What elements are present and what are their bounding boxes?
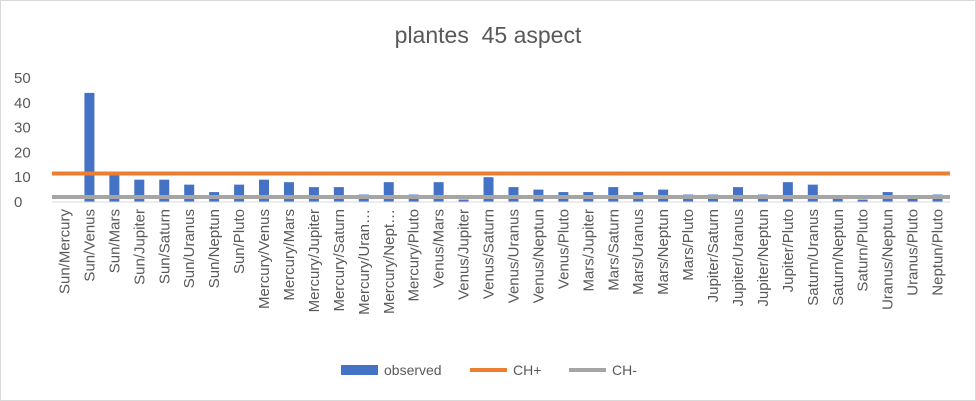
bar (608, 187, 619, 202)
legend-swatch-ch-minus (569, 368, 606, 372)
bar (383, 182, 394, 202)
x-tick-label: Mercury/Saturn (331, 209, 348, 312)
bar (259, 179, 270, 202)
x-tick-label: Uranus/Neptun (880, 209, 897, 310)
x-tick-label: Sun/Venus (81, 209, 98, 282)
bar (832, 197, 843, 202)
x-tick-label: Sun/Mercury (56, 209, 73, 295)
legend-label-observed: observed (384, 362, 442, 378)
x-tick-label: Mercury/Pluto (406, 209, 423, 302)
bar (184, 184, 195, 202)
y-tick-label: 20 (14, 144, 31, 161)
x-tick-label: Sun/Uranus (181, 209, 198, 288)
x-tick-label: Sun/Pluto (231, 209, 248, 274)
legend-swatch-observed (341, 365, 378, 375)
bar (283, 182, 294, 202)
bar (732, 187, 743, 202)
x-tick-label: Mars/Pluto (680, 209, 697, 281)
x-tick-label: Venus/Jupiter (456, 209, 473, 300)
bar (84, 92, 95, 202)
chart-title: plantes 45 aspect (394, 22, 582, 48)
x-tick-label: Saturn/Uranus (805, 209, 822, 306)
x-tick-label: Sun/Neptun (206, 209, 223, 288)
x-tick-label: Saturn/Neptun (830, 209, 847, 306)
x-tick-label: Neptun/Pluto (930, 209, 947, 296)
bar (907, 197, 918, 202)
x-tick-label: Venus/Neptun (530, 209, 547, 303)
legend-item-observed: observed (341, 360, 442, 380)
x-tick-label: Jupiter/Saturn (705, 209, 722, 302)
y-tick-label: 40 (14, 95, 31, 112)
y-tick-label: 30 (14, 120, 31, 137)
bar (109, 174, 120, 202)
legend-label-ch-minus: CH- (612, 362, 637, 378)
y-tick-label: 0 (14, 194, 22, 211)
legend-swatch-ch-plus (470, 368, 507, 372)
x-tick-label: Jupiter/Uranus (730, 209, 747, 307)
legend: observed CH+ CH- (0, 360, 976, 380)
legend-item-ch-plus: CH+ (470, 360, 541, 380)
x-tick-label: Jupiter/Neptun (755, 209, 772, 307)
bar (458, 199, 469, 202)
x-tick-label: Mars/Saturn (605, 209, 622, 291)
x-tick-label: Mercury/Nept… (381, 209, 398, 314)
x-tick-label: Venus/Pluto (555, 209, 572, 289)
x-tick-label: Jupiter/Pluto (780, 209, 797, 292)
bar (433, 182, 444, 202)
x-tick-label: Sun/Saturn (156, 209, 173, 284)
x-tick-label: Saturn/Pluto (855, 209, 872, 292)
x-tick-label: Sun/Mars (106, 209, 123, 273)
x-tick-label: Venus/Saturn (481, 209, 498, 299)
x-tick-label: Uranus/Pluto (905, 209, 922, 296)
legend-item-ch-minus: CH- (569, 360, 637, 380)
bar (508, 187, 519, 202)
bar (857, 199, 868, 202)
x-tick-label: Mercury/Uran… (356, 209, 373, 315)
bar (134, 179, 145, 202)
y-tick-label: 50 (14, 70, 31, 87)
x-tick-label: Sun/Jupiter (131, 209, 148, 285)
x-tick-label: Mars/Neptun (655, 209, 672, 295)
x-tick-label: Mercury/Mars (281, 209, 298, 301)
legend-label-ch-plus: CH+ (513, 362, 542, 378)
x-tick-label: Mercury/Jupiter (306, 209, 323, 312)
x-tick-label: Venus/Uranus (505, 209, 522, 303)
bar (308, 187, 319, 202)
bar (483, 177, 494, 202)
x-tick-label: Mars/Jupiter (580, 209, 597, 292)
x-tick-label: Mercury/Venus (256, 209, 273, 309)
bar (234, 184, 245, 202)
bar (807, 184, 818, 202)
x-tick-label: Mars/Uranus (630, 209, 647, 295)
bar (782, 182, 793, 202)
y-tick-label: 10 (14, 169, 31, 186)
bar (333, 187, 344, 202)
x-tick-label: Venus/Mars (431, 209, 448, 288)
bar (159, 179, 170, 202)
